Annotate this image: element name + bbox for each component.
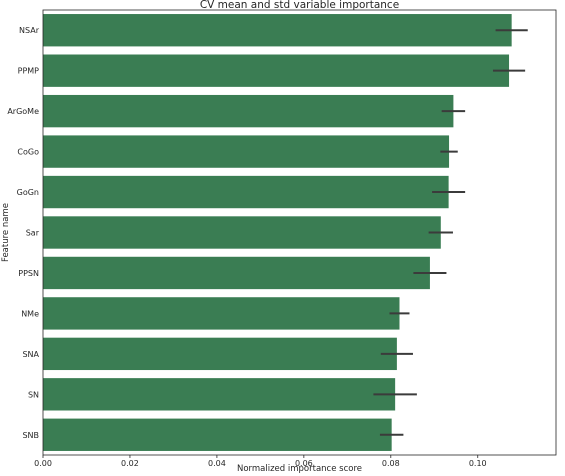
bar-cogo <box>43 135 450 168</box>
y-tick-label: PPMP <box>18 67 40 76</box>
error-bars-layer <box>373 29 528 436</box>
y-tick-label: SNA <box>22 350 39 359</box>
bar-argome <box>43 94 454 128</box>
y-tick-label: ArGoMe <box>7 107 39 116</box>
axes-layer: NSAr PPMP ArGoMe CoGo GoGn Sar PPSN NMe SNA SN SNB… <box>7 9 557 468</box>
x-tick-label: 0.00 <box>34 459 52 468</box>
y-axis-label: Feature name <box>1 203 11 262</box>
y-tick-label: Sar <box>26 229 40 238</box>
y-tick-label: NSAr <box>19 26 40 35</box>
bar-nsar <box>43 14 512 47</box>
x-tick-label: 0.04 <box>208 459 226 468</box>
bar-ppmp <box>43 54 510 87</box>
x-tick-label: 0.08 <box>382 459 400 468</box>
x-tick-label: 0.06 <box>295 459 313 468</box>
y-tick-label: CoGo <box>17 148 39 157</box>
chart-title: CV mean and std variable importance <box>200 0 399 11</box>
y-tick-label: PPSN <box>18 269 39 278</box>
bar-sar <box>43 216 441 249</box>
x-tick-label: 0.10 <box>469 459 487 468</box>
y-tick-label: SNB <box>22 431 39 440</box>
plot-frame <box>42 9 557 456</box>
x-axis-label: Normalized importance score <box>237 464 362 474</box>
bar-nme <box>43 297 400 330</box>
bar-sn <box>43 378 396 411</box>
bar-snb <box>43 418 392 451</box>
bars-layer <box>43 14 512 451</box>
bar-sna <box>43 337 397 371</box>
y-tick-label: NMe <box>21 309 39 318</box>
y-tick-label: SN <box>28 390 39 399</box>
x-tick-label: 0.02 <box>121 459 139 468</box>
bar-ppsn <box>43 256 430 290</box>
bar-gogn <box>43 175 449 209</box>
y-tick-label: GoGn <box>17 188 39 197</box>
